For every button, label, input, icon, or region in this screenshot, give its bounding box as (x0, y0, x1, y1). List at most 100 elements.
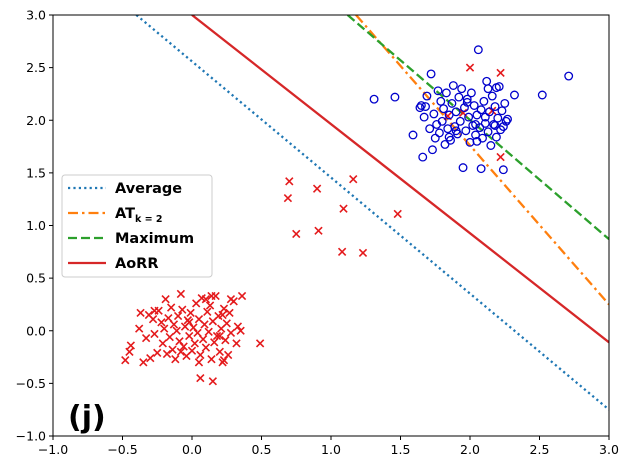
circle-marker (408, 130, 418, 140)
x-marker (207, 355, 216, 364)
circle-marker (444, 110, 454, 120)
circle-marker (493, 113, 503, 123)
line-average (135, 15, 609, 411)
x-marker (226, 328, 236, 338)
x-marker (203, 307, 212, 316)
x-marker (158, 339, 167, 348)
x-marker (225, 308, 234, 318)
circle-marker (436, 96, 446, 106)
circle-marker (498, 165, 508, 175)
y-tick-label: 2.5 (26, 60, 46, 75)
x-marker (198, 335, 208, 344)
circle-marker (426, 69, 436, 79)
x-marker (339, 204, 348, 213)
line-aorr (191, 15, 609, 344)
circle-marker (450, 122, 460, 132)
circle-marker (489, 120, 499, 129)
circle-marker (454, 92, 464, 102)
x-marker (201, 295, 211, 304)
x-marker (233, 322, 243, 331)
x-marker (171, 355, 180, 364)
x-marker (166, 303, 176, 312)
legend-label: Average (115, 181, 182, 197)
circle-marker (497, 106, 507, 116)
x-marker (162, 349, 172, 359)
circle-marker (480, 118, 490, 128)
circle-marker (433, 86, 443, 96)
x-marker (196, 373, 205, 383)
circle-marker (476, 105, 486, 115)
x-marker (218, 310, 227, 320)
x-marker (160, 324, 169, 333)
x-marker (196, 350, 205, 360)
circle-marker (422, 91, 432, 101)
x-marker (221, 336, 230, 345)
x-marker (208, 377, 218, 386)
circle-marker (471, 120, 481, 129)
x-marker (207, 291, 216, 301)
circle-marker (479, 96, 489, 106)
x-marker (148, 315, 158, 324)
x-marker (200, 320, 209, 329)
y-tick-label: 3.0 (26, 8, 46, 23)
x-tick-label: −1.0 (38, 442, 68, 457)
x-axis: −1.0 −0.5 0.0 0.5 1.0 1.5 2.0 2.5 3.0 (38, 436, 619, 457)
x-marker (292, 229, 301, 239)
panel-label: (j) (68, 400, 106, 435)
circle-marker (437, 116, 447, 126)
x-marker (157, 318, 166, 327)
x-marker (236, 326, 245, 335)
x-marker (219, 356, 229, 365)
circle-marker (451, 107, 461, 117)
legend-label: AoRR (115, 256, 159, 272)
circle-marker (503, 114, 512, 124)
circle-marker (458, 163, 468, 173)
y-tick-label: −1.0 (16, 429, 46, 444)
circle-marker (461, 126, 471, 136)
circle-marker (369, 94, 379, 104)
legend-item: Average (68, 181, 182, 197)
x-marker (141, 333, 151, 343)
x-marker (176, 289, 186, 299)
x-marker (283, 193, 293, 203)
legend-item: AoRR (68, 256, 159, 272)
circle-marker (491, 83, 501, 93)
circle-marker (421, 102, 430, 112)
circle-marker (501, 116, 511, 126)
x-marker (349, 175, 358, 184)
x-tick-label: 0.5 (252, 442, 272, 457)
x-marker (314, 226, 323, 235)
x-marker (121, 356, 130, 365)
y-tick-label: 0.5 (26, 271, 46, 286)
x-marker (150, 329, 159, 339)
x-marker (139, 358, 148, 367)
x-marker (178, 305, 187, 314)
y-axis: −1.0 −0.5 0.0 0.5 1.0 1.5 2.0 2.5 3.0 (16, 8, 53, 444)
x-marker (165, 332, 174, 342)
x-marker (337, 247, 347, 256)
circle-marker (425, 124, 435, 134)
circle-marker (444, 132, 454, 142)
circle-marker (434, 128, 444, 138)
x-marker (237, 291, 247, 301)
y-tick-label: 1.0 (26, 218, 46, 233)
circle-marker (390, 92, 400, 102)
circle-marker (415, 103, 425, 113)
circle-marker (473, 45, 483, 55)
circle-marker (428, 145, 437, 155)
x-marker (126, 341, 136, 350)
circle-marker (440, 140, 450, 149)
x-tick-label: 3.0 (599, 442, 619, 457)
circle-marker (448, 81, 458, 90)
x-tick-label: 2.0 (460, 442, 480, 457)
x-marker (465, 63, 475, 72)
circle-marker (459, 103, 469, 113)
x-tick-label: 2.5 (530, 442, 550, 457)
x-marker (222, 319, 231, 328)
x-marker (168, 345, 177, 354)
circle-marker (476, 164, 486, 174)
circle-marker (471, 130, 481, 140)
legend-item: Maximum (68, 231, 194, 247)
x-marker (187, 346, 197, 355)
circle-marker (439, 104, 449, 114)
